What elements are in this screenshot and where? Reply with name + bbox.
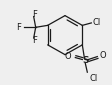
- Text: Cl: Cl: [92, 18, 100, 27]
- Text: O: O: [64, 52, 71, 61]
- Text: F: F: [32, 10, 37, 19]
- Text: O: O: [98, 51, 105, 60]
- Text: Cl: Cl: [88, 74, 97, 83]
- Text: F: F: [32, 36, 37, 45]
- Text: S: S: [81, 56, 88, 65]
- Text: F: F: [16, 23, 20, 32]
